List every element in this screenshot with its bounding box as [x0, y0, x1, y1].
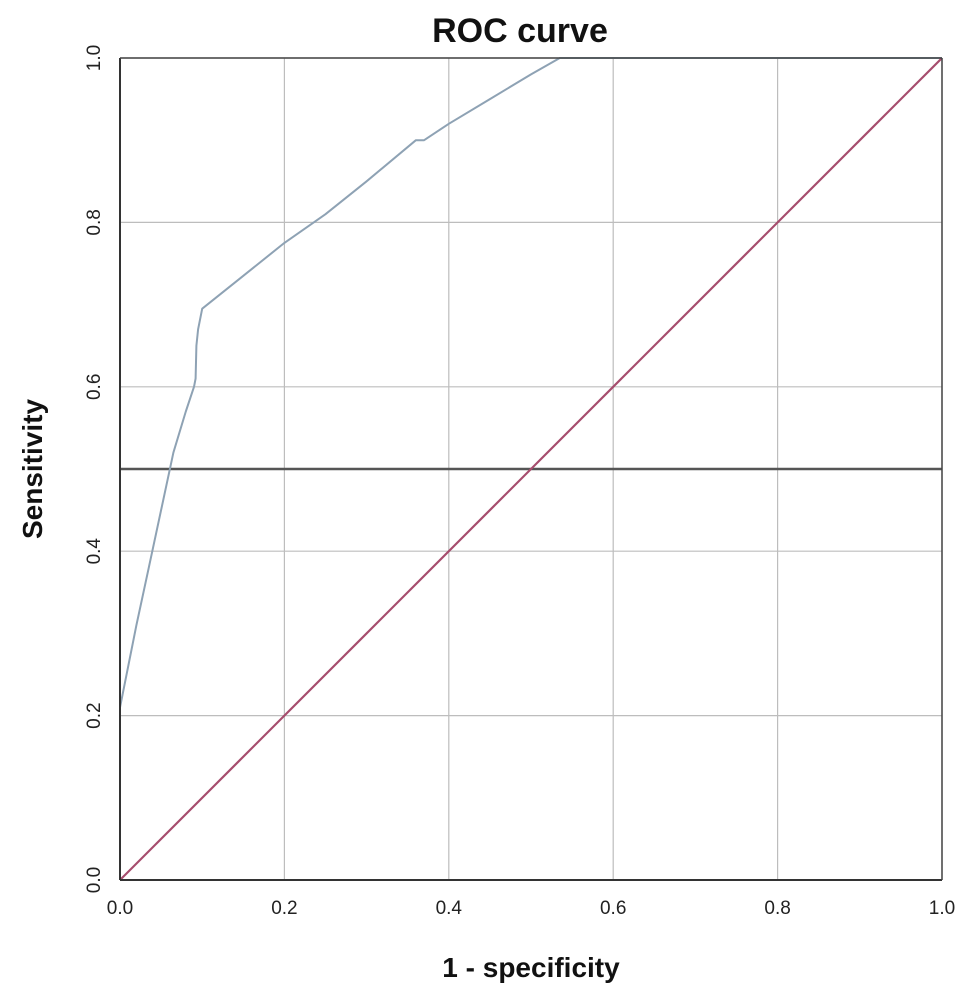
y-tick-label: 0.0: [84, 867, 105, 893]
x-tick-label: 0.0: [107, 898, 133, 919]
chart-title: ROC curve: [432, 12, 608, 50]
roc-curve-line: [119, 57, 942, 880]
x-tick-label: 0.4: [436, 898, 463, 919]
x-tick-label: 0.6: [600, 898, 626, 919]
diagonal-reference-line: [119, 57, 943, 881]
y-tick-labels: 0.0 0.2 0.4 0.6 0.8 1.0: [84, 45, 105, 893]
plot-frame: [119, 57, 943, 881]
x-tick-label: 0.2: [271, 898, 297, 919]
y-tick-label: 0.4: [84, 538, 105, 565]
y-tick-label: 0.2: [84, 702, 105, 728]
y-axis-label: Sensitivity: [17, 399, 48, 539]
y-tick-label: 1.0: [84, 45, 105, 71]
y-tick-label: 0.6: [84, 374, 105, 400]
x-axis-label: 1 - specificity: [442, 952, 620, 983]
x-tick-label: 1.0: [929, 898, 955, 919]
series-layer: [119, 57, 943, 881]
x-tick-labels: 0.0 0.2 0.4 0.6 0.8 1.0: [107, 898, 955, 919]
y-tick-label: 0.8: [84, 209, 105, 235]
x-tick-label: 0.8: [764, 898, 790, 919]
